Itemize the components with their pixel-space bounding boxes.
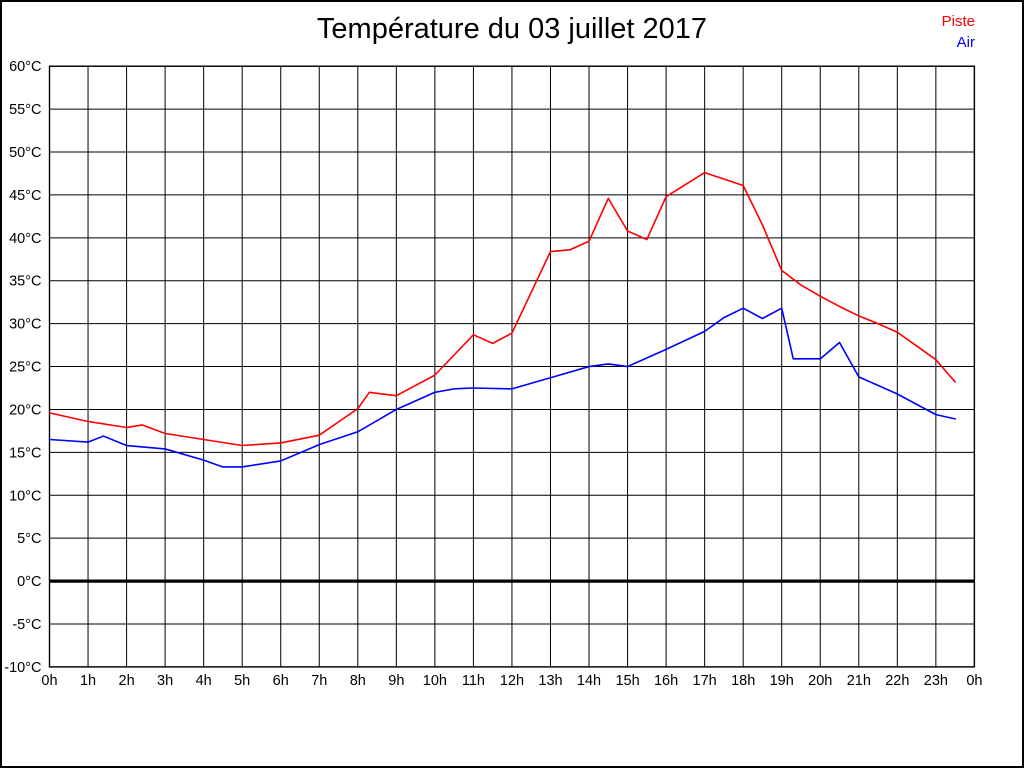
svg-text:60°C: 60°C — [9, 59, 41, 75]
svg-text:10°C: 10°C — [9, 488, 41, 504]
svg-text:-10°C: -10°C — [4, 660, 41, 676]
svg-text:12h: 12h — [500, 673, 524, 689]
svg-text:20°C: 20°C — [9, 402, 41, 418]
svg-text:23h: 23h — [924, 673, 948, 689]
svg-text:9h: 9h — [388, 673, 404, 689]
svg-text:35°C: 35°C — [9, 274, 41, 290]
svg-text:6h: 6h — [273, 673, 289, 689]
svg-text:5°C: 5°C — [17, 531, 41, 547]
svg-text:15h: 15h — [615, 673, 639, 689]
svg-text:14h: 14h — [577, 673, 601, 689]
svg-text:2h: 2h — [119, 673, 135, 689]
svg-text:30°C: 30°C — [9, 317, 41, 333]
svg-text:19h: 19h — [770, 673, 794, 689]
svg-text:1h: 1h — [80, 673, 96, 689]
svg-text:3h: 3h — [157, 673, 173, 689]
svg-text:11h: 11h — [462, 673, 485, 689]
svg-text:0h: 0h — [966, 673, 982, 689]
svg-text:16h: 16h — [654, 673, 678, 689]
svg-text:0°C: 0°C — [17, 574, 41, 590]
svg-text:7h: 7h — [311, 673, 327, 689]
svg-text:10h: 10h — [423, 673, 447, 689]
svg-text:13h: 13h — [538, 673, 562, 689]
svg-text:18h: 18h — [731, 673, 755, 689]
svg-text:45°C: 45°C — [9, 188, 41, 204]
svg-text:20h: 20h — [808, 673, 832, 689]
svg-text:21h: 21h — [847, 673, 871, 689]
svg-text:5h: 5h — [234, 673, 250, 689]
svg-text:15°C: 15°C — [9, 445, 41, 461]
svg-text:17h: 17h — [693, 673, 717, 689]
svg-text:-5°C: -5°C — [12, 617, 41, 633]
svg-text:22h: 22h — [885, 673, 909, 689]
svg-text:4h: 4h — [196, 673, 212, 689]
svg-text:8h: 8h — [350, 673, 366, 689]
svg-text:50°C: 50°C — [9, 145, 41, 161]
svg-text:25°C: 25°C — [9, 360, 41, 376]
svg-text:55°C: 55°C — [9, 102, 41, 118]
svg-text:40°C: 40°C — [9, 231, 41, 247]
svg-text:0h: 0h — [41, 673, 57, 689]
